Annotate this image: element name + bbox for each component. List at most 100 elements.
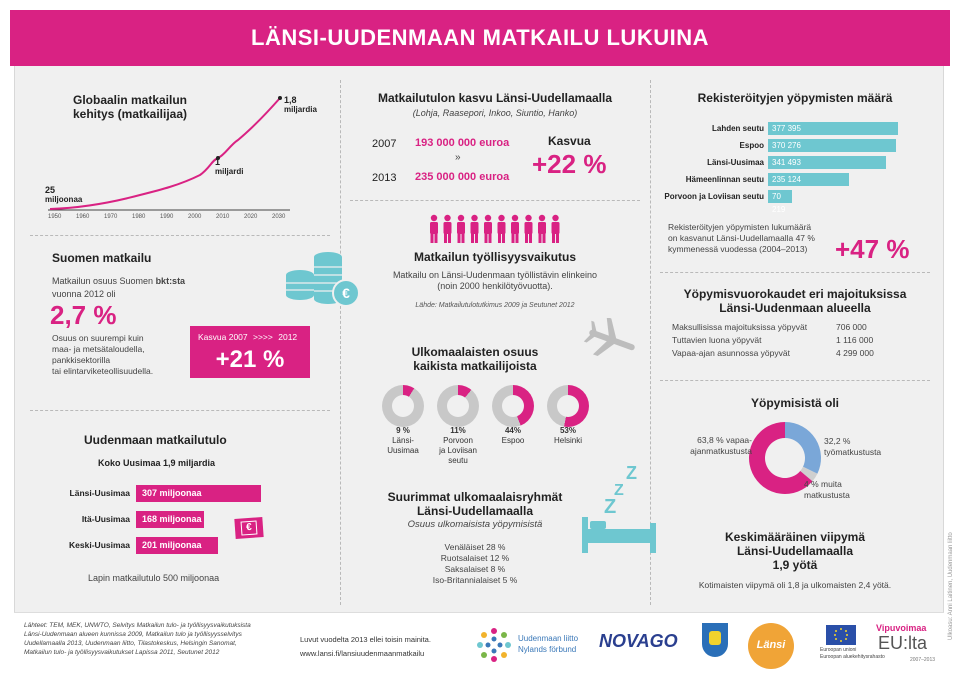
overnight-bar-label: Porvoon ja Loviisan seutu <box>664 192 764 201</box>
svg-text:Z: Z <box>626 463 637 483</box>
stay-title-line2: Länsi-Uudellamaalla <box>736 544 854 558</box>
comparison-line3: pankkisektorilla <box>52 355 111 365</box>
foreign-share-pct: 9 % <box>396 426 410 435</box>
foreign-share-pct: 53% <box>559 426 576 435</box>
leisure-label: 63,8 % vapaa- ajanmatkustusta <box>672 435 752 457</box>
year-tick-label: 1990 <box>160 214 174 220</box>
footer-link[interactable]: www.lansi.fi/lansiuudenmaanmatkailu <box>300 649 425 658</box>
banknote-icon: € <box>234 517 264 539</box>
vipuvoimaa-logo: Vipuvoimaa <box>876 623 927 633</box>
uusimaa-total: Koko Uusimaa 1,9 miljardia <box>98 458 216 468</box>
growth-box-2007-2012: Kasvua 2007 >>>> 2012 +21 % <box>190 326 310 378</box>
purpose-donut-chart <box>749 422 821 494</box>
work-pct: 32,2 % <box>824 436 851 446</box>
purpose-title: Yöpymisistä oli <box>750 396 840 410</box>
leisure-slice <box>749 422 813 494</box>
group-row: Ruotsalaiset 12 % <box>440 553 510 563</box>
row-divider <box>350 200 640 201</box>
group-row: Iso-Britannialaiset 5 % <box>432 575 518 585</box>
comparison-line2: maa- ja metsätaloudella, <box>52 344 145 354</box>
eu-logo-text: Euroopan unioni Euroopan aluekehitysraha… <box>820 647 885 661</box>
design-credit: Ulkoasu: Anni Laitinen, Uudenmaan liitto <box>948 532 954 640</box>
other-pct: 4 % muita <box>804 479 842 489</box>
foreign-share-pct: 11% <box>450 426 466 435</box>
year-tick-label: 1980 <box>132 214 146 220</box>
employment-text: Matkailu on Länsi-Uudenmaan työllistävin… <box>350 270 640 292</box>
foreign-share-name: Länsi- <box>392 436 414 445</box>
gdp-year-text: vuonna 2012 oli <box>52 289 116 299</box>
global-tourism-title: Globaalin matkailun kehitys (matkailijaa… <box>60 93 200 121</box>
foreign-share-pct: 44% <box>504 426 521 435</box>
groups-title-line2: Länsi-Uudellamaalla <box>416 504 534 518</box>
leisure-pct: 63,8 % vapaa- <box>697 435 752 445</box>
foreign-share-name: seutu <box>448 456 468 465</box>
foreign-title-line2: kaikista matkailijoista <box>413 359 537 373</box>
revenue-bar-label: Itä-Uusimaa <box>81 514 130 524</box>
note-line2: on kasvanut Länsi-Uudellamaalla 47 % <box>668 233 815 243</box>
airplane-icon <box>582 316 642 362</box>
overnight-bar: 341 493 <box>768 156 886 169</box>
year-tick-label: 1960 <box>76 214 90 220</box>
lapland-revenue: Lapin matkailutulo 500 miljoonaa <box>88 573 220 583</box>
accommodation-label: Tuttavien luona yöpyvät <box>672 335 762 345</box>
global-tourism-chart <box>48 96 290 211</box>
overnights-growth: +47 % <box>835 234 910 264</box>
overnight-bar-label: Länsi-Uusimaa <box>707 158 764 167</box>
revenue-value-2007: 193 000 000 euroa <box>415 137 510 149</box>
foreign-groups-title: Suurimmat ulkomaalaisryhmät Länsi-Uudell… <box>350 490 600 518</box>
footer: Lähteet: TEM, MEK, UNWTO, Selvitys Matka… <box>14 612 944 678</box>
global-title-line1: Globaalin matkailun <box>72 93 188 107</box>
employment-line1: Matkailu on Länsi-Uudenmaan työllistävin… <box>392 270 598 280</box>
group-row: Venäläiset 28 % <box>444 542 506 552</box>
column-divider <box>340 80 341 605</box>
average-stay-text: Kotimaisten viipymä oli 1,8 ja ulkomaist… <box>698 580 892 590</box>
employment-line2: (noin 2000 henkilötyövuotta). <box>437 281 553 291</box>
revenue-bar: 168 miljoonaa <box>136 511 204 528</box>
accommodation-value: 706 000 <box>836 322 867 332</box>
comparison-line1: Osuus on suurempi kuin <box>52 333 144 343</box>
foreign-share-donut <box>437 385 479 427</box>
foreign-share-donut <box>492 385 534 427</box>
work-slice <box>785 422 821 474</box>
overnight-bar-label: Hämeenlinnan seutu <box>685 175 764 184</box>
footer-notes: Luvut vuodelta 2013 ellei toisin mainita… <box>300 633 431 661</box>
lansi-logo-text: Länsi <box>756 639 786 651</box>
other-label: 4 % muita matkustusta <box>804 479 850 501</box>
year-tick-label: 2030 <box>272 214 286 220</box>
end-value: 1,8 <box>284 95 297 105</box>
year-tick-label: 2000 <box>188 214 202 220</box>
label-1-8-billion: 1,8 miljardia <box>284 95 317 115</box>
mid-value: 1 <box>215 157 221 167</box>
comparison-line4: tai elintarviketeollisuudella. <box>52 366 154 376</box>
revenue-bar-label: Keski-Uusimaa <box>69 540 130 550</box>
page-title: LÄNSI-UUDENMAAN MATKAILU LUKUINA <box>251 25 709 50</box>
foreign-share-label: 53% Helsinki <box>538 426 598 446</box>
logo-years: 2007–2013 <box>910 657 936 663</box>
foreign-share-label: 9 % Länsi- Uusimaa <box>373 426 433 456</box>
accommodation-label: Maksullisissa majoituksissa yöpyvät <box>672 322 808 332</box>
uusimaa-logo-text: Uudenmaan liitto Nylands förbund <box>518 633 578 655</box>
revenue-bar: 201 miljoonaa <box>136 537 218 554</box>
gdp-comparison: Osuus on suurempi kuin maa- ja metsätalo… <box>52 333 153 377</box>
revenue-growth-value: +22 % <box>532 149 607 179</box>
growth-from: Kasvua 2007 <box>198 332 248 342</box>
work-text: työmatkustusta <box>824 447 882 457</box>
logo-text-sv: Nylands förbund <box>518 645 577 654</box>
overnight-bar: 70 219 <box>768 190 792 214</box>
svg-text:Z: Z <box>604 496 616 518</box>
employment-title: Matkailun työllisyysvaikutus <box>413 250 577 264</box>
foreign-share-donut <box>382 385 424 427</box>
gdp-share-text: Matkailun osuus Suomen bkt:sta <box>52 276 185 287</box>
foreign-title-line1: Ulkomaalaisten osuus <box>411 345 539 359</box>
global-title-line2: kehitys (matkailijaa) <box>72 107 188 121</box>
bed-sleep-icon: Z Z Z <box>580 455 660 555</box>
growth-to: 2012 <box>278 332 298 342</box>
overnights-note: Rekisteröityjen yöpymisten lukumäärä on … <box>668 222 815 255</box>
overnight-bar-label: Espoo <box>739 141 764 150</box>
overnight-bar: 235 124 <box>768 173 849 186</box>
foreign-share-name: Porvoon <box>443 436 473 445</box>
foreign-share-label: 44% Espoo <box>483 426 543 446</box>
eu-text-1: Euroopan unioni <box>820 647 857 653</box>
source-line: Matkailun tulo- ja työllisyysvaikutukset… <box>24 649 220 656</box>
revenue-bar-label: Länsi-Uusimaa <box>69 488 130 498</box>
